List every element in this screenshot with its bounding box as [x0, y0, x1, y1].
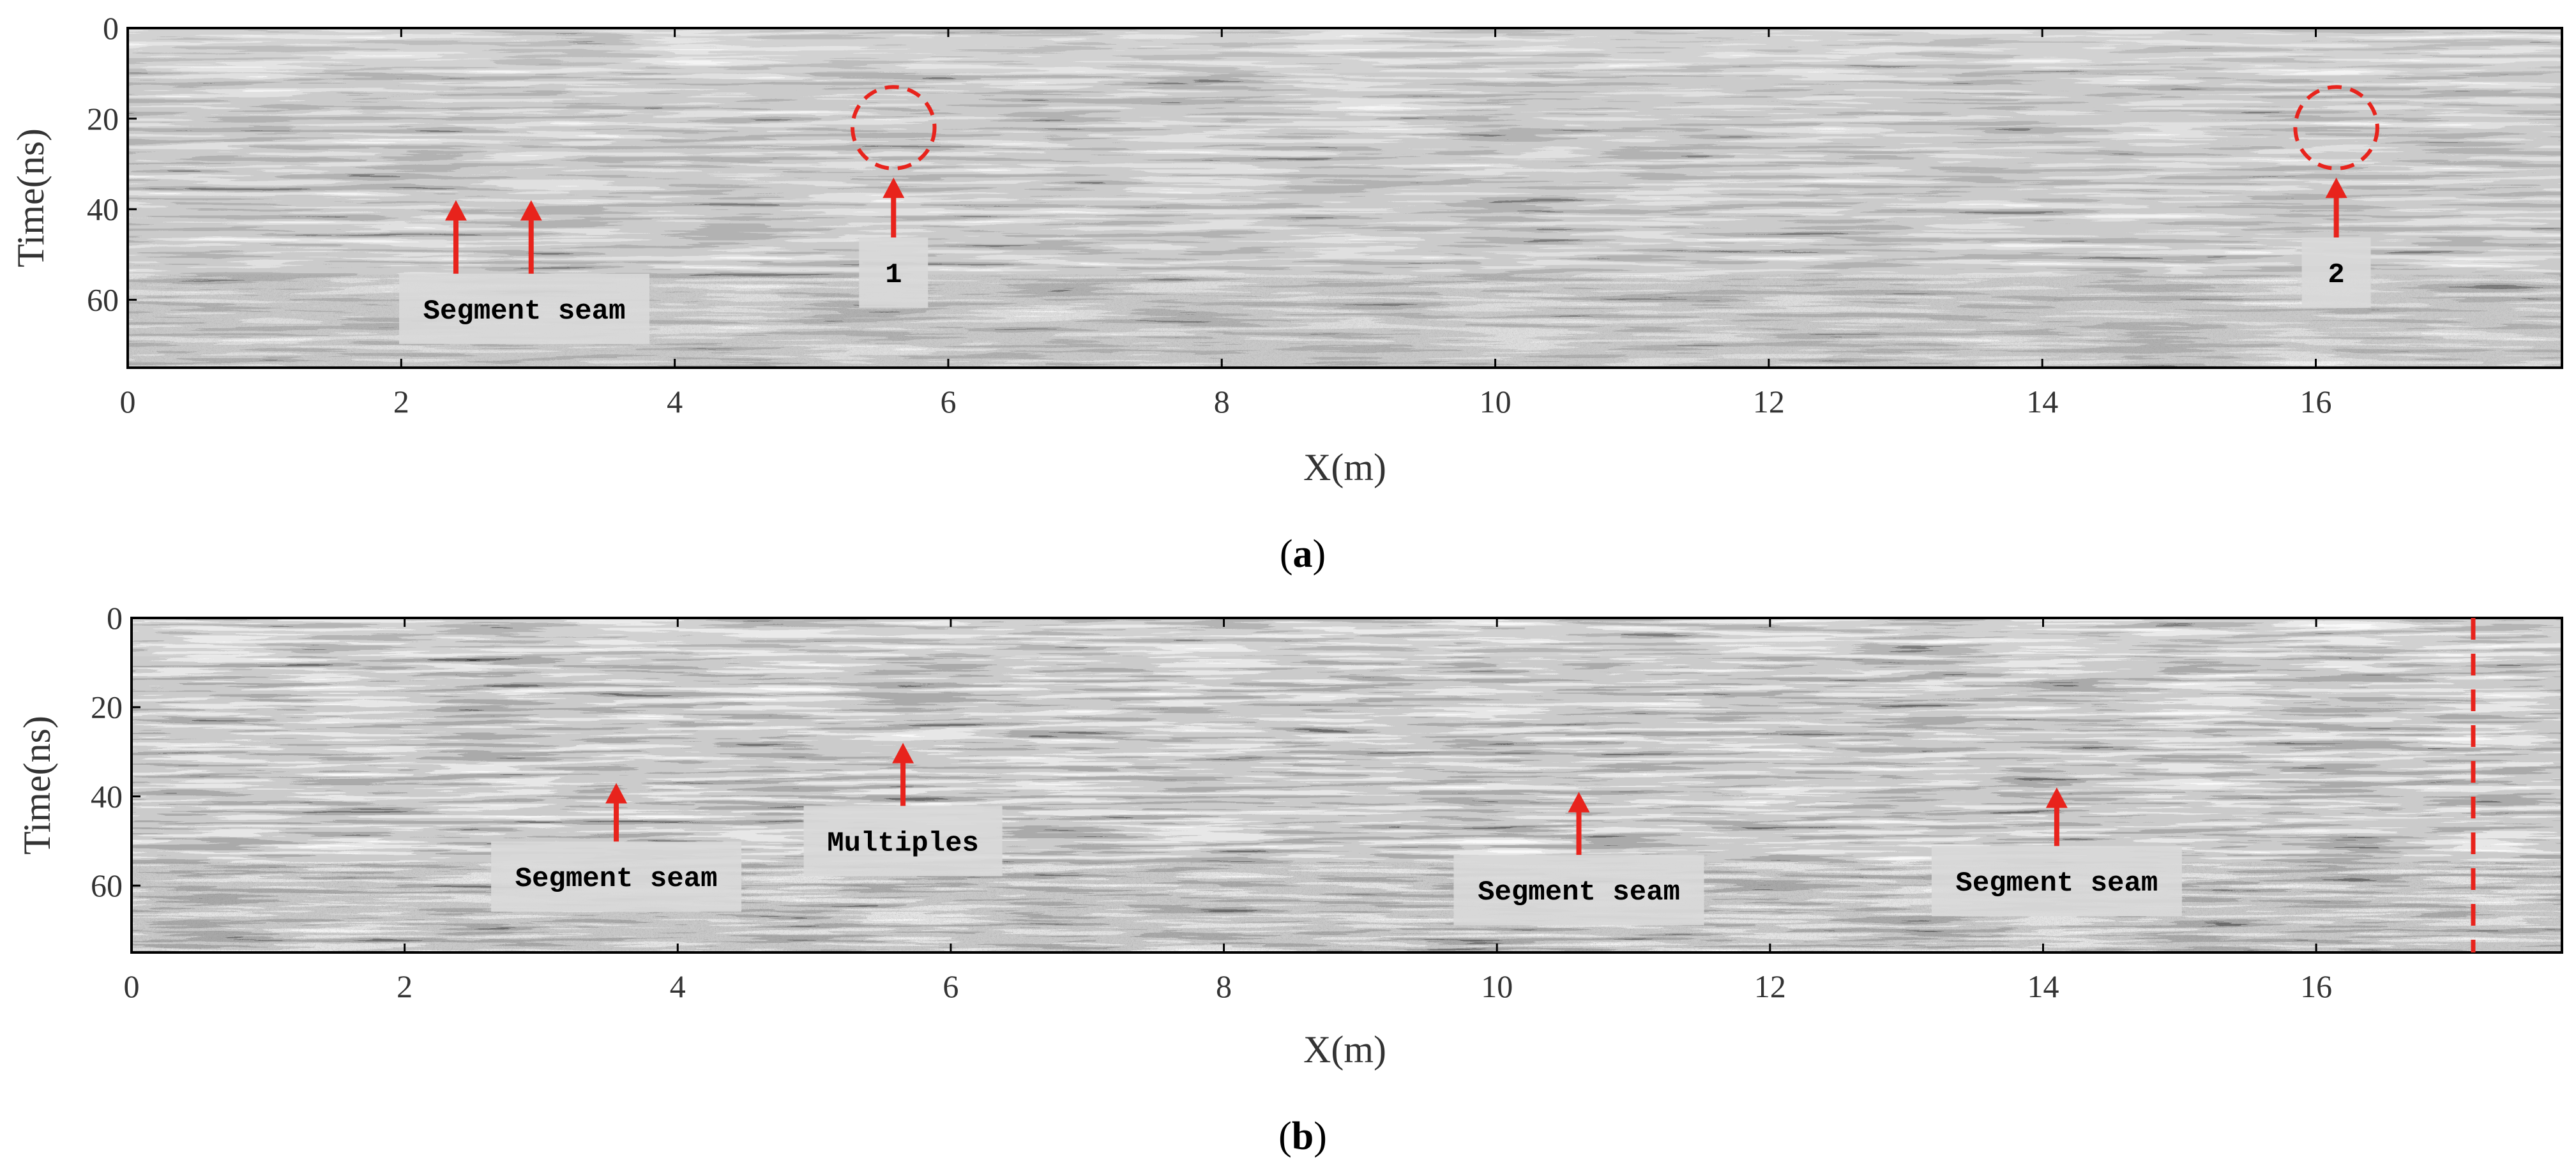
- annotation-box: [491, 841, 742, 912]
- annotation-arrow-head: [520, 200, 542, 221]
- x-tick-label: 4: [667, 384, 683, 419]
- x-axis-title-a: X(m): [1303, 446, 1386, 488]
- x-tick-label: 14: [2026, 384, 2058, 419]
- annotation-label: 2: [2301, 237, 2371, 308]
- y-tick-label: 0: [107, 600, 123, 636]
- y-axis-title-b: Time(ns): [16, 716, 58, 855]
- annotation-text: Multiples: [827, 827, 979, 859]
- x-axis-b: 0 2 4 6 8 10 12 14 16: [124, 618, 2332, 1004]
- x-tick-label: 12: [1753, 384, 1785, 419]
- annotation-text: Segment seam: [423, 296, 626, 327]
- x-tick-label: 16: [2300, 968, 2332, 1004]
- x-tick-label: 2: [393, 384, 409, 419]
- y-axis-a: 0 20 40 60: [87, 10, 137, 318]
- x-tick-label: 0: [120, 384, 136, 419]
- annotation-label: Segment seam: [1453, 855, 1704, 926]
- annotation-box: [2301, 237, 2371, 308]
- y-tick-label: 20: [87, 101, 119, 137]
- y-axis-b: 0 20 40 60: [91, 600, 140, 903]
- x-tick-label: 6: [943, 968, 958, 1004]
- radargram-b-surface-band: [132, 618, 2562, 656]
- x-tick-label: 8: [1216, 968, 1232, 1004]
- annotation-text: Segment seam: [1478, 877, 1680, 908]
- annotation-text: 1: [885, 259, 902, 291]
- x-axis-a: 0 2 4 6 8 10 12 14 16: [120, 28, 2332, 419]
- annotation-label: Multiples: [803, 806, 1003, 877]
- annotations-b: Segment seam Multiples Segment seam Segment…: [491, 618, 2476, 952]
- annotation-label: Segment seam: [1931, 846, 2182, 917]
- y-tick-label: 60: [87, 282, 119, 318]
- annotation-text: Segment seam: [1955, 868, 2158, 899]
- annotation-label: 1: [859, 237, 928, 308]
- x-tick-label: 10: [1481, 968, 1513, 1004]
- x-tick-label: 16: [2300, 384, 2332, 419]
- annotation-arrow-head: [2325, 177, 2347, 199]
- y-tick-label: 40: [87, 192, 119, 227]
- x-tick-label: 14: [2027, 968, 2059, 1004]
- annotation-arrow-head: [605, 783, 628, 804]
- y-tick-label: 0: [103, 10, 119, 46]
- radargram-a-surface-band: [128, 28, 2562, 73]
- annotation-box: [1453, 855, 1704, 926]
- x-tick-label: 6: [940, 384, 956, 419]
- annotation-arrow-head: [444, 200, 467, 221]
- annotation-arrow-head: [883, 177, 905, 199]
- x-tick-label: 10: [1480, 384, 1512, 419]
- annotation-label: Segment seam: [491, 841, 742, 912]
- annotation-label: Segment seam: [399, 273, 650, 344]
- y-tick-label: 20: [91, 689, 123, 725]
- anomaly-circle: [2293, 85, 2379, 170]
- annotation-box: [859, 237, 928, 308]
- annotation-arrow-head: [892, 742, 914, 764]
- caption-a-letter: a: [1293, 532, 1313, 576]
- x-tick-label: 8: [1214, 384, 1230, 419]
- caption-a: (a): [1280, 532, 1326, 576]
- x-tick-label: 4: [670, 968, 686, 1004]
- annotation-box: [1931, 846, 2182, 917]
- annotation-box: [803, 806, 1003, 877]
- annotations-a: Segment seam 1 2: [399, 85, 2379, 344]
- x-tick-label: 0: [124, 968, 140, 1004]
- annotation-box: [399, 273, 650, 344]
- annotation-text: Segment seam: [515, 863, 718, 895]
- x-tick-label: 12: [1754, 968, 1786, 1004]
- anomaly-circle: [851, 85, 937, 170]
- caption-b: (b): [1278, 1115, 1327, 1158]
- x-axis-title-b: X(m): [1303, 1028, 1386, 1071]
- panel-b: 0 20 40 60 0 2 4 6 8 10 12 14 16 Time(ns) X(m) Segm…: [16, 600, 2563, 1158]
- plot-frame-a: [126, 27, 2563, 369]
- annotation-arrow-head: [2045, 787, 2068, 808]
- caption-b-letter: b: [1292, 1115, 1314, 1158]
- plot-frame-b: [130, 617, 2563, 954]
- y-tick-label: 60: [91, 868, 123, 903]
- x-tick-label: 2: [397, 968, 413, 1004]
- y-axis-title-a: Time(ns): [10, 128, 52, 267]
- annotation-text: 2: [2328, 259, 2344, 291]
- annotation-arrow-head: [1568, 792, 1590, 813]
- y-tick-label: 40: [91, 778, 123, 814]
